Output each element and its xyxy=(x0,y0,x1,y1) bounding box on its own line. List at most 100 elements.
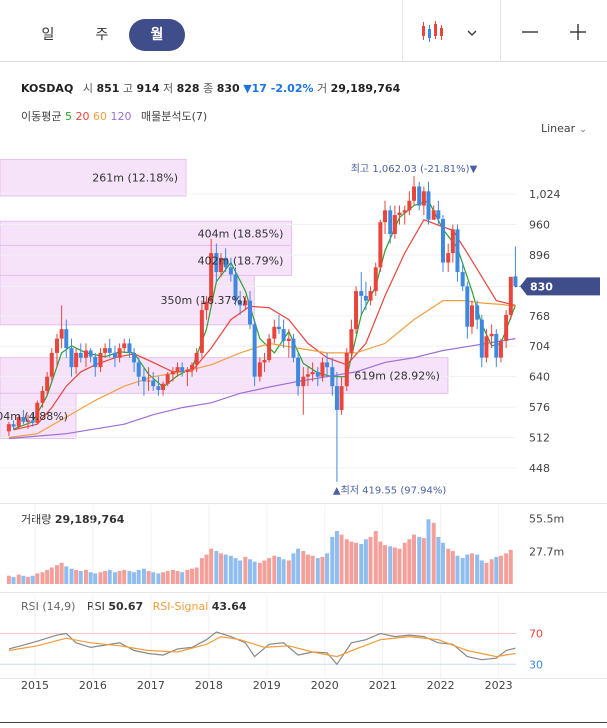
chevron-down-icon[interactable] xyxy=(462,14,482,50)
candle-body xyxy=(330,367,335,387)
candle-body xyxy=(122,343,127,349)
volume-bar xyxy=(272,555,277,584)
volume-profile-label: 104m (4.88%) xyxy=(0,410,68,423)
candle-body xyxy=(465,286,470,327)
volume-bar xyxy=(112,572,117,584)
candle-body xyxy=(30,420,35,423)
candle-body xyxy=(383,210,388,223)
x-tick-label: 2016 xyxy=(79,679,107,692)
candle-body xyxy=(252,324,257,377)
candle-body xyxy=(431,210,436,220)
candle-body xyxy=(190,364,195,370)
volume-bar xyxy=(296,548,301,584)
candle-body xyxy=(243,300,248,306)
volume-bar xyxy=(489,559,494,584)
volume-bar xyxy=(194,567,199,584)
volume-bar xyxy=(180,572,185,584)
volume-bar xyxy=(402,542,407,584)
x-tick-label: 2017 xyxy=(137,679,165,692)
top-toolbar: 일 주 월 xyxy=(0,0,607,62)
volume-bar xyxy=(117,571,122,584)
volume-bar xyxy=(339,534,344,584)
volume-bar xyxy=(315,558,320,584)
candle-body xyxy=(479,319,484,358)
rsi-chart[interactable]: 70 30 2015 2016 2017 2018 2019 2020 2021 2022 2023 xyxy=(0,592,607,720)
volume-bar xyxy=(35,573,40,584)
change-value: ▼17 -2.02% xyxy=(243,82,314,95)
ma-period-5: 5 xyxy=(64,110,72,123)
candlestick-icon[interactable] xyxy=(416,14,450,50)
candle-body xyxy=(315,371,320,377)
candle-body xyxy=(98,352,103,368)
bottom-divider xyxy=(0,722,607,723)
candle-body xyxy=(460,272,465,287)
volume-bar xyxy=(446,548,451,584)
y-tick-label: 576 xyxy=(529,401,550,414)
candle-body xyxy=(74,352,79,368)
candle-body xyxy=(204,301,209,311)
volume-bar xyxy=(209,548,214,584)
candle-body xyxy=(397,212,402,216)
high-annotation: 최고 1,062.03 (-21.81%)▼ xyxy=(351,163,478,175)
high-value: 914 xyxy=(136,82,160,95)
volume-bar xyxy=(291,553,296,584)
volume-profile-label[interactable]: 매물분석도(7) xyxy=(140,110,208,123)
y-tick-label: 960 xyxy=(529,219,550,232)
current-price-tag xyxy=(520,277,600,296)
volume-bar xyxy=(450,551,455,584)
scale-selector[interactable]: Linear ⌄ xyxy=(541,122,587,135)
volume-bar xyxy=(204,554,209,584)
tab-daily[interactable]: 일 xyxy=(41,27,55,43)
volume-profile-label: 261m (12.18%) xyxy=(92,172,178,185)
rsi-level-label: 70 xyxy=(529,628,543,641)
volume-bar xyxy=(421,538,426,584)
volume-bar xyxy=(479,560,484,584)
candle-body xyxy=(291,338,296,358)
candle-body xyxy=(498,341,503,358)
volume-tick-label: 55.5m xyxy=(529,513,564,526)
volume-bar xyxy=(74,569,79,584)
volume-bar xyxy=(40,572,45,584)
y-tick-label: 448 xyxy=(529,462,550,475)
minus-icon[interactable] xyxy=(516,14,544,50)
volume-bar xyxy=(257,562,262,584)
candle-body xyxy=(469,305,474,327)
plus-icon[interactable] xyxy=(564,14,592,50)
volume-profile-bar xyxy=(0,220,292,246)
candle-body xyxy=(296,357,301,387)
ma-label[interactable]: 이동평균 xyxy=(21,110,62,123)
candle-body xyxy=(349,329,354,353)
tab-weekly[interactable]: 주 xyxy=(95,27,109,43)
candle-body xyxy=(40,390,45,403)
x-tick-label: 2021 xyxy=(369,679,397,692)
candle-body xyxy=(55,338,59,353)
volume-chart[interactable]: 55.5m 27.7m xyxy=(0,503,607,595)
candle-body xyxy=(247,300,252,325)
low-annotation: ▲최저 419.55 (97.94%) xyxy=(333,484,446,495)
volume-bar xyxy=(475,554,480,584)
volume-bar xyxy=(378,541,383,584)
candle-body xyxy=(325,362,330,368)
volume-bar xyxy=(161,572,166,584)
volume-bar xyxy=(214,551,219,584)
volume-bar xyxy=(498,555,503,584)
y-tick-label: 704 xyxy=(529,340,550,353)
candle-body xyxy=(489,333,494,337)
volume-profile-label: 350m (16.37%) xyxy=(160,294,246,307)
volume-bar xyxy=(223,554,228,584)
volume-bar xyxy=(146,571,151,584)
volume-bar xyxy=(21,575,26,584)
candle-body xyxy=(475,305,480,320)
candle-body xyxy=(402,210,407,213)
price-chart[interactable]: 261m (12.18%) 404m (18.85%) 402m (18.79%) 3… xyxy=(0,150,607,495)
candle-body xyxy=(392,215,397,235)
candle-body xyxy=(513,276,518,287)
rsi-signal-label: RSI-Signal xyxy=(152,600,209,613)
volume-profile-bar xyxy=(0,158,187,197)
volume-bar xyxy=(238,560,243,584)
volume-bar xyxy=(368,536,373,584)
candle-body xyxy=(83,350,88,358)
rsi-level-label: 30 xyxy=(529,658,543,671)
ma-periods: 5 20 60 120 xyxy=(65,110,132,123)
tab-monthly[interactable]: 월 xyxy=(129,19,185,51)
